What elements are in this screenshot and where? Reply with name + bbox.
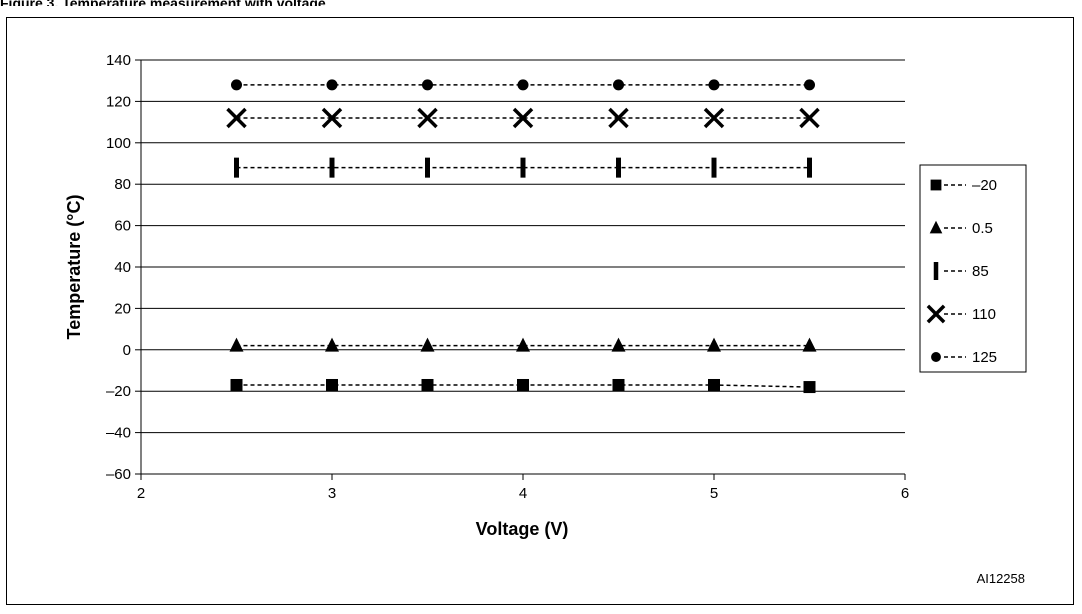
legend-marker bbox=[933, 262, 939, 280]
figure-frame bbox=[6, 17, 1074, 605]
grid-lines bbox=[141, 59, 905, 475]
legend-item: –20 bbox=[930, 177, 997, 194]
legend-item: 125 bbox=[931, 349, 997, 366]
data-point bbox=[226, 107, 247, 129]
data-point bbox=[703, 107, 725, 129]
legend-marker bbox=[929, 220, 943, 234]
legend: –20 0.5 85 110 125 bbox=[919, 164, 1027, 373]
data-point bbox=[234, 157, 239, 178]
data-point bbox=[326, 79, 338, 91]
data-point bbox=[612, 378, 625, 391]
x-tick-label: 3 bbox=[328, 485, 336, 502]
data-point bbox=[711, 157, 717, 178]
data-point bbox=[616, 157, 621, 178]
y-tick-label: –60 bbox=[106, 466, 131, 483]
y-tick-label: 40 bbox=[114, 259, 131, 276]
data-point bbox=[321, 107, 343, 129]
data-point bbox=[708, 79, 720, 91]
legend-marker bbox=[926, 304, 946, 324]
y-tick-label: –20 bbox=[106, 383, 131, 400]
figure-code: AI12258 bbox=[977, 571, 1025, 586]
series-square bbox=[230, 378, 816, 394]
data-point bbox=[229, 337, 244, 352]
data-point bbox=[325, 337, 339, 352]
data-point bbox=[329, 157, 335, 178]
x-tick-label: 6 bbox=[901, 485, 909, 502]
data-point bbox=[230, 378, 243, 391]
data-point bbox=[422, 79, 433, 91]
x-tick-label: 4 bbox=[519, 485, 527, 502]
data-point bbox=[613, 79, 624, 91]
y-tick-label: 80 bbox=[114, 176, 131, 193]
data-point bbox=[512, 107, 534, 129]
data-point bbox=[326, 378, 338, 391]
legend-marker bbox=[931, 352, 941, 362]
y-tick-label: 100 bbox=[106, 135, 131, 152]
data-point bbox=[799, 107, 820, 129]
series-bar bbox=[234, 157, 812, 178]
y-tick-label: 140 bbox=[106, 52, 131, 69]
data-point bbox=[520, 157, 526, 178]
data-point bbox=[803, 381, 816, 394]
legend-label: 0.5 bbox=[972, 220, 993, 237]
legend-label: 110 bbox=[972, 306, 996, 323]
y-tick-label: 20 bbox=[114, 300, 131, 317]
series-cross bbox=[226, 107, 820, 129]
legend-label: 125 bbox=[972, 349, 997, 366]
y-tick-label: –40 bbox=[106, 425, 131, 442]
data-point bbox=[611, 337, 626, 352]
data-point bbox=[707, 337, 721, 352]
data-point bbox=[804, 79, 815, 91]
x-tick-label: 5 bbox=[710, 485, 718, 502]
data-point bbox=[425, 157, 430, 178]
y-tick-label: 60 bbox=[114, 218, 131, 235]
y-tick-label: 120 bbox=[106, 93, 131, 110]
data-point bbox=[802, 337, 817, 352]
legend-label: 85 bbox=[972, 263, 989, 280]
legend-marker bbox=[930, 179, 942, 191]
legend-label: –20 bbox=[972, 177, 997, 194]
figure-caption-fragment: Figure 3. Temperature measurement with v… bbox=[0, 0, 560, 6]
data-point bbox=[516, 337, 530, 352]
y-axis-title: Temperature (°C) bbox=[64, 195, 84, 340]
data-point bbox=[421, 378, 434, 391]
y-tick-label: 0 bbox=[123, 342, 131, 359]
series-circle bbox=[231, 79, 815, 91]
data-point bbox=[807, 157, 812, 178]
legend-item: 0.5 bbox=[929, 220, 993, 237]
legend-item: 85 bbox=[933, 262, 989, 280]
series-triangle bbox=[229, 337, 817, 352]
data-point bbox=[708, 378, 720, 391]
data-point bbox=[231, 79, 242, 91]
data-point bbox=[420, 337, 435, 352]
data-point bbox=[417, 107, 438, 129]
legend-item: 110 bbox=[926, 304, 996, 324]
x-axis-title: Voltage (V) bbox=[476, 519, 569, 539]
axes: 140 120 100 80 60 40 20 0 –20 –40 –60 2 3 4 5 6 bbox=[106, 52, 909, 502]
x-tick-label: 2 bbox=[137, 485, 145, 502]
data-point bbox=[608, 107, 629, 129]
series-layer bbox=[226, 79, 820, 394]
data-point bbox=[517, 79, 529, 91]
data-point bbox=[517, 378, 529, 391]
